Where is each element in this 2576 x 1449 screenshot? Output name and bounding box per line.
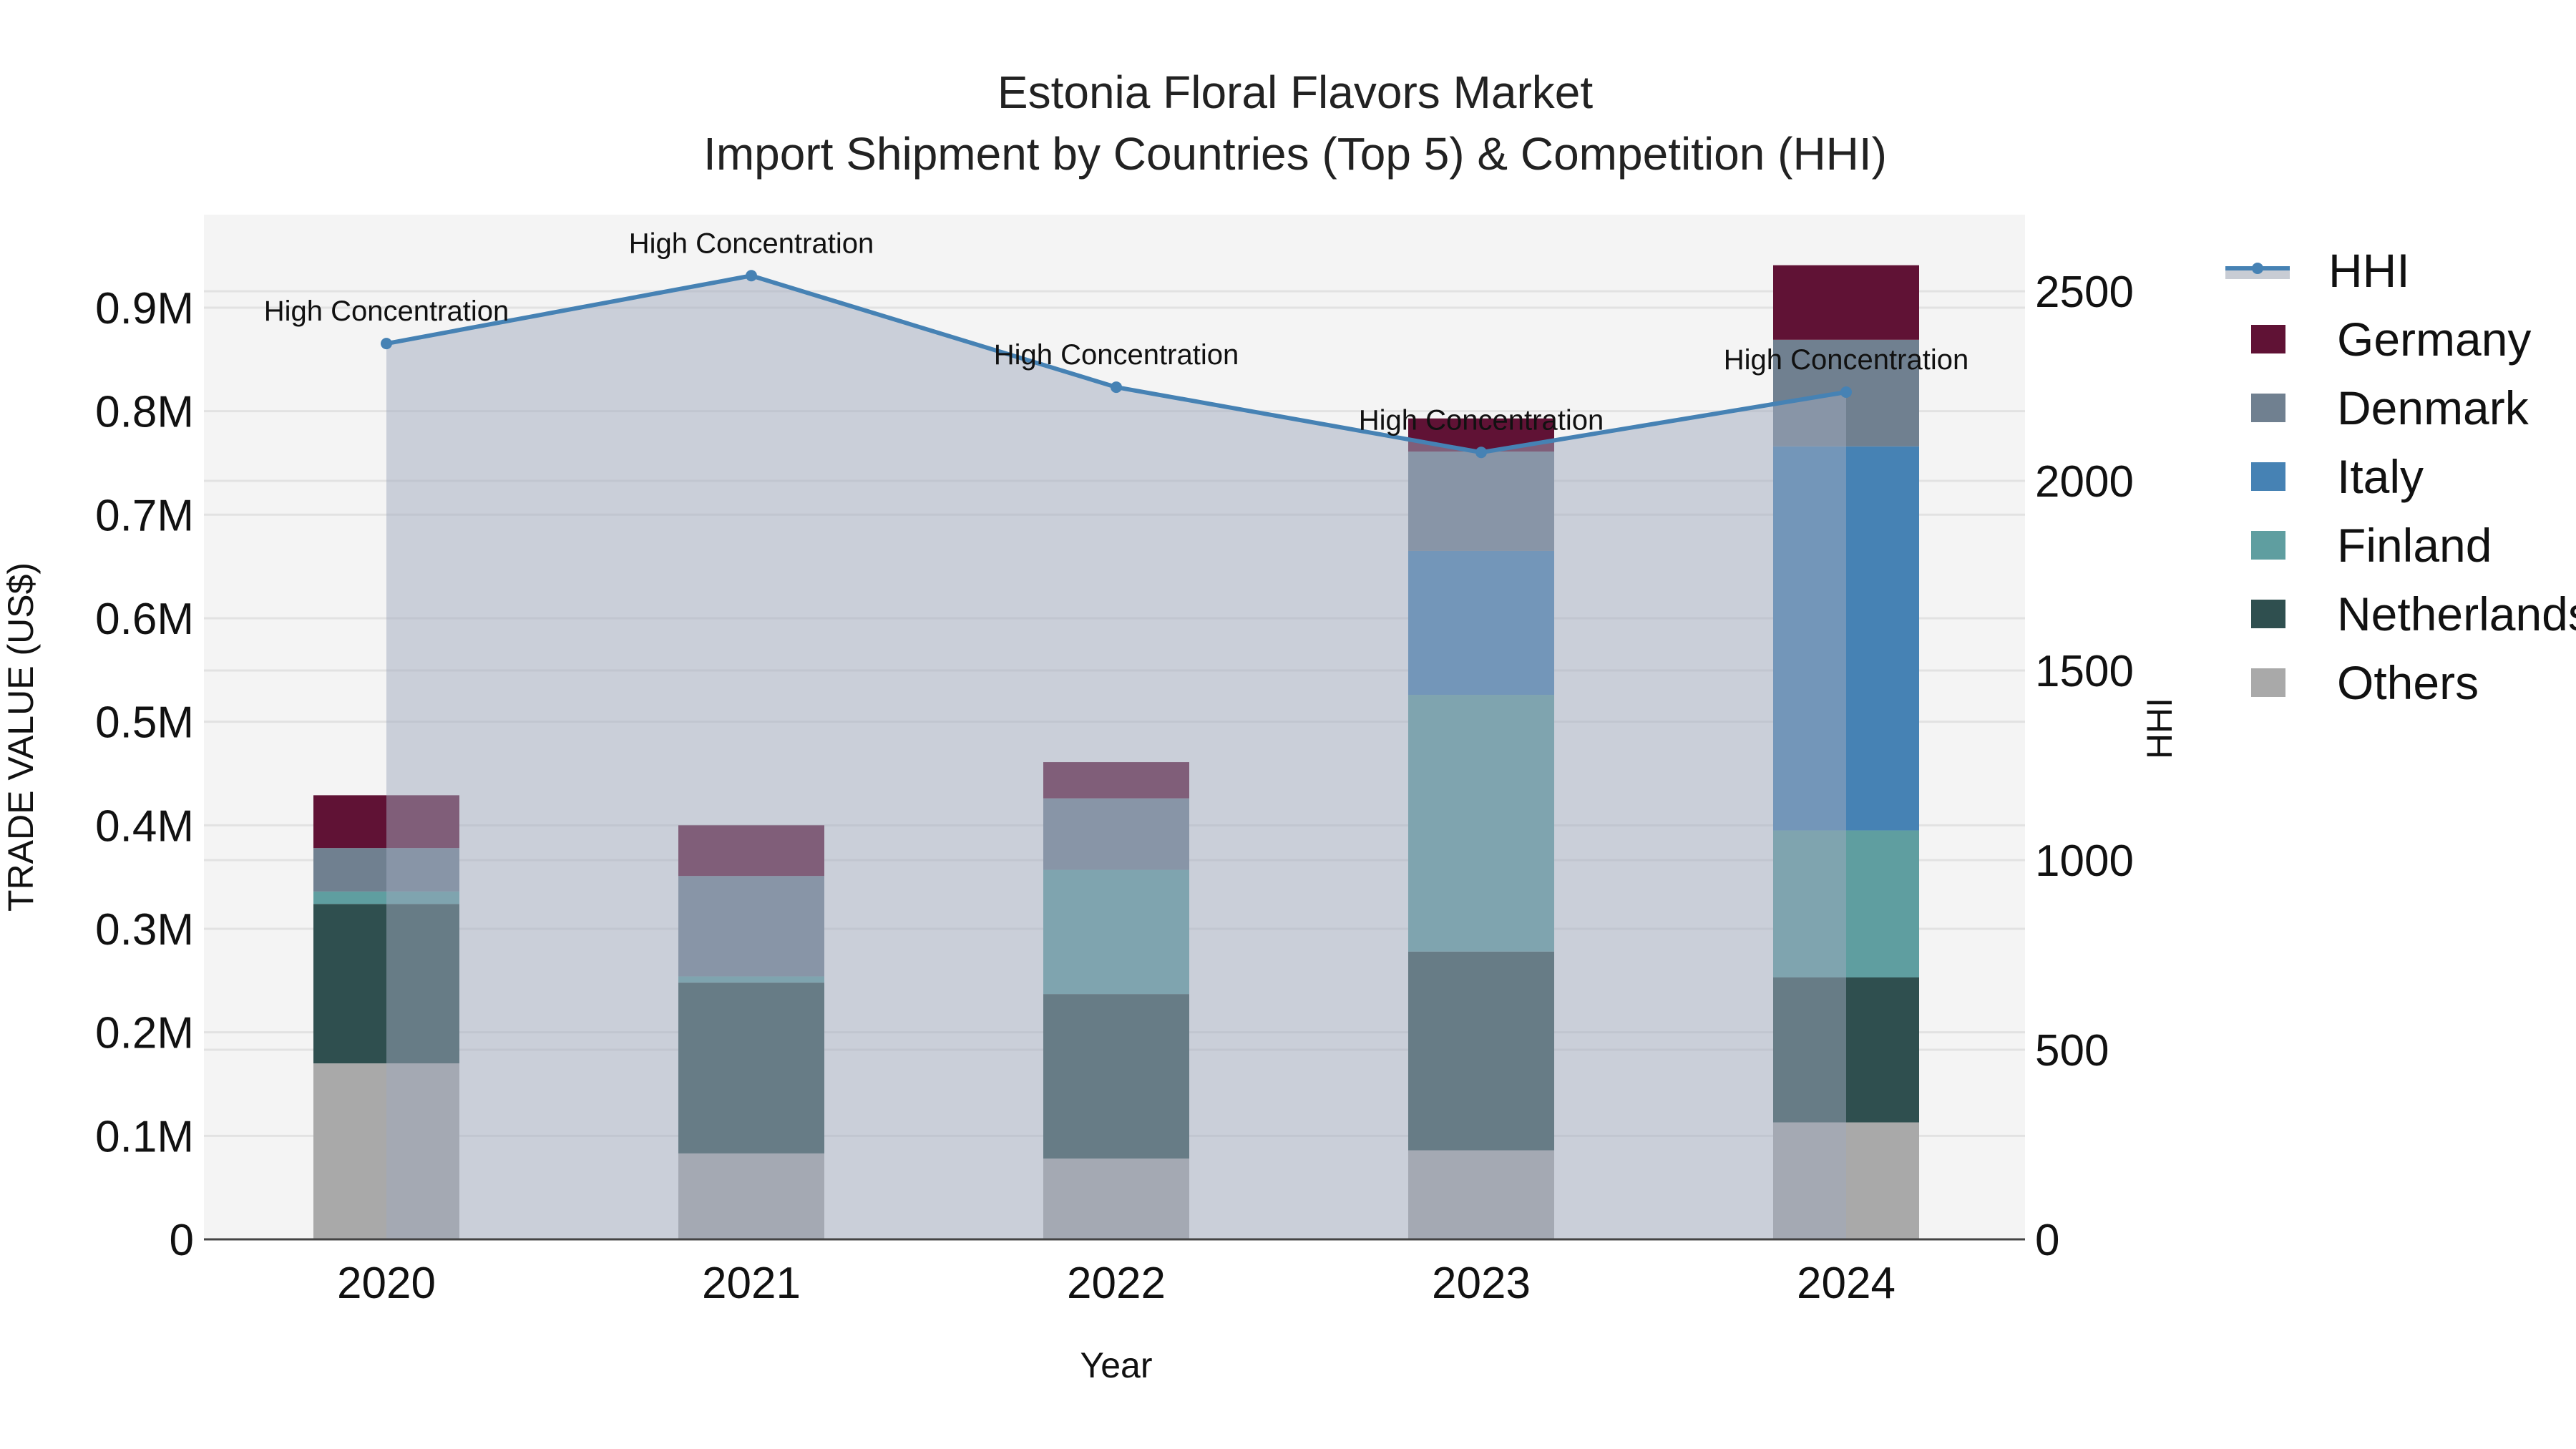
legend-item-hhi[interactable]: HHI [2225,236,2576,305]
color-swatch-icon [2251,531,2285,560]
hhi-marker [746,270,757,282]
x-tick-label: 2024 [1797,1259,1896,1308]
bar-segment-germany [1773,265,1919,340]
y-left-tick-label: 0.2M [95,1009,194,1058]
chart-title: Estonia Floral Flavors Market [997,67,1594,118]
y-left-tick-label: 0.7M [95,491,194,540]
hhi-annotation: High Concentration [1724,344,1968,376]
hhi-annotation: High Concentration [1359,404,1604,436]
y-right-tick-label: 2500 [2035,268,2134,317]
y-left-tick-label: 0.1M [95,1112,194,1161]
legend: HHI Germany Denmark Italy Finland Netherlands… [2225,236,2576,717]
y-left-tick-label: 0.3M [95,905,194,955]
y-left-tick-label: 0.5M [95,698,194,748]
y-left-tick-label: 0 [170,1216,194,1265]
legend-item-others[interactable]: Others [2225,648,2576,717]
legend-label: HHI [2328,244,2410,297]
hhi-marker [381,338,392,350]
x-tick-label: 2020 [337,1259,436,1308]
legend-item-germany[interactable]: Germany [2225,305,2576,374]
chart-subtitle: Import Shipment by Countries (Top 5) & C… [703,128,1887,180]
y-right-tick-label: 1000 [2035,836,2134,886]
hhi-annotation: High Concentration [994,339,1239,371]
y-right-axis-title: HHI [2140,698,2180,759]
x-tick-label: 2023 [1432,1259,1531,1308]
x-tick-label: 2021 [702,1259,801,1308]
y-left-tick-label: 0.4M [95,801,194,851]
y-right-tick-label: 2000 [2035,457,2134,507]
y-right-tick-label: 500 [2035,1026,2109,1075]
color-swatch-icon [2251,325,2285,353]
legend-label: Netherlands [2337,587,2576,640]
x-axis-title: Year [1080,1345,1152,1385]
hhi-marker [1840,386,1852,398]
legend-label: Denmark [2337,381,2529,434]
legend-item-denmark[interactable]: Denmark [2225,374,2576,442]
y-left-tick-label: 0.8M [95,388,194,437]
legend-item-netherlands[interactable]: Netherlands [2225,580,2576,648]
hhi-annotation: High Concentration [264,296,509,327]
hhi-line: High Concentration High Concentration High… [264,228,1968,1239]
legend-label: Others [2337,656,2479,709]
color-swatch-icon [2251,600,2285,628]
legend-item-finland[interactable]: Finland [2225,511,2576,580]
line-marker-icon [2225,256,2290,285]
legend-label: Germany [2337,313,2532,366]
hhi-marker [1475,447,1487,459]
legend-label: Italy [2337,450,2424,503]
legend-item-italy[interactable]: Italy [2225,442,2576,511]
y-left-tick-label: 0.6M [95,595,194,644]
hhi-area-fill [386,275,1846,1239]
x-tick-label: 2022 [1067,1259,1166,1308]
color-swatch-icon [2251,462,2285,491]
y-right-tick-label: 0 [2035,1216,2059,1265]
y-right-tick-label: 1500 [2035,647,2134,696]
axes: 0 0.1M 0.2M 0.3M 0.4M 0.5M 0.6M 0.7M 0.8M 0.9M 0 50… [1,268,2180,1385]
legend-label: Finland [2337,519,2492,572]
hhi-marker [1111,381,1122,394]
color-swatch-icon [2251,668,2285,697]
color-swatch-icon [2251,394,2285,422]
y-left-tick-label: 0.9M [95,284,194,333]
y-left-axis-title: TRADE VALUE (US$) [1,562,41,912]
hhi-annotation: High Concentration [629,228,874,259]
